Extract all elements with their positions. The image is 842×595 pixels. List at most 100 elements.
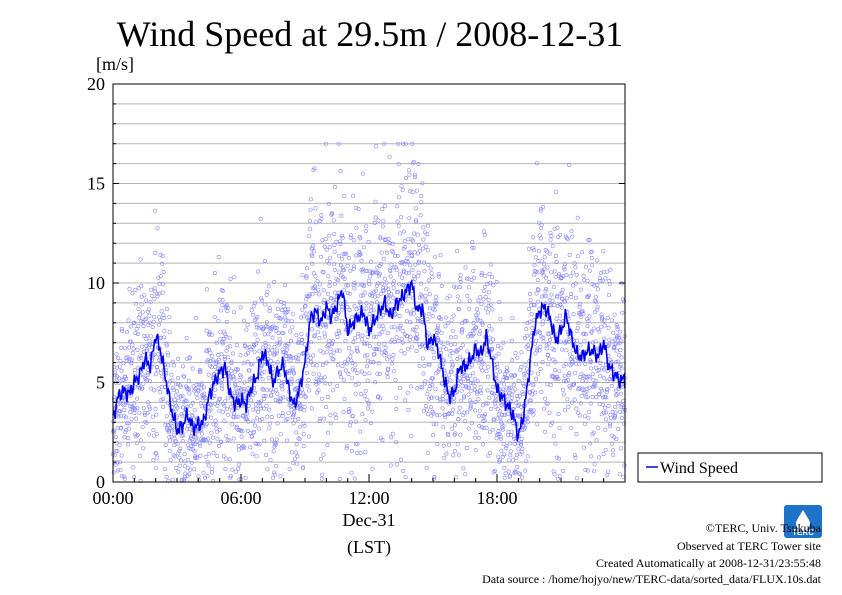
data-point — [584, 389, 589, 394]
data-point — [282, 300, 287, 305]
data-point — [481, 288, 486, 293]
data-point — [477, 408, 482, 413]
data-point — [225, 406, 230, 411]
data-point — [307, 388, 312, 393]
data-point — [254, 341, 259, 346]
data-point — [150, 414, 155, 419]
data-point — [158, 318, 163, 323]
data-point — [617, 353, 622, 358]
data-point — [319, 254, 324, 259]
data-point — [575, 325, 580, 330]
data-point — [151, 319, 156, 324]
data-point — [219, 352, 224, 357]
data-point — [468, 373, 473, 378]
data-point — [219, 380, 224, 385]
data-point — [580, 378, 585, 383]
data-point — [152, 296, 157, 301]
data-point — [188, 446, 193, 451]
data-point — [497, 369, 502, 374]
data-point — [164, 414, 169, 419]
data-point — [245, 322, 250, 327]
data-point — [404, 309, 409, 314]
data-point — [552, 367, 557, 372]
data-point — [234, 414, 239, 419]
data-point — [366, 278, 371, 283]
data-point — [286, 411, 291, 416]
data-point — [502, 475, 507, 480]
data-point — [467, 306, 472, 311]
data-point — [452, 449, 457, 454]
data-point — [287, 467, 292, 472]
data-point — [396, 223, 401, 228]
data-point — [484, 369, 489, 374]
data-point — [150, 293, 155, 298]
data-point — [570, 355, 575, 360]
data-point — [439, 317, 444, 322]
data-point — [575, 254, 580, 259]
data-point — [345, 444, 350, 449]
data-point — [549, 334, 554, 339]
data-point — [549, 234, 554, 239]
data-point — [224, 303, 229, 308]
data-point — [618, 391, 623, 396]
data-point — [415, 318, 420, 323]
data-point — [467, 298, 472, 303]
data-point — [580, 250, 585, 255]
data-point — [477, 329, 482, 334]
data-point — [319, 396, 324, 401]
data-point — [599, 312, 604, 317]
data-point — [367, 371, 372, 376]
data-point — [130, 342, 135, 347]
data-point — [426, 262, 431, 267]
data-point — [199, 381, 204, 386]
data-point — [247, 368, 252, 373]
data-point — [360, 412, 365, 417]
data-point — [416, 259, 421, 264]
data-point — [438, 347, 443, 352]
data-point — [541, 204, 546, 209]
data-point — [621, 299, 626, 304]
data-point — [471, 331, 476, 336]
data-point — [458, 276, 463, 281]
data-point — [476, 414, 481, 419]
data-point — [311, 249, 316, 254]
data-point — [574, 272, 579, 277]
data-point — [217, 397, 222, 402]
data-point — [600, 318, 605, 323]
data-point — [583, 332, 588, 337]
data-point — [235, 367, 240, 372]
data-point — [311, 271, 316, 276]
data-point — [592, 310, 597, 315]
data-point — [486, 297, 491, 302]
data-point — [587, 409, 592, 414]
data-point — [332, 249, 337, 254]
data-point — [391, 352, 396, 357]
data-point — [547, 337, 552, 342]
data-point — [130, 350, 135, 355]
data-point — [399, 303, 404, 308]
data-point — [621, 474, 626, 479]
data-point — [389, 262, 394, 267]
data-point — [186, 423, 191, 428]
data-point — [343, 338, 348, 343]
data-point — [490, 337, 495, 342]
data-point — [367, 281, 372, 286]
data-point — [354, 225, 359, 230]
data-point — [352, 476, 357, 481]
data-point — [442, 455, 447, 460]
data-point — [363, 229, 368, 234]
data-point — [497, 458, 502, 463]
data-point — [458, 273, 463, 278]
data-point — [511, 434, 516, 439]
data-point — [278, 316, 283, 321]
data-point — [320, 322, 325, 327]
data-point — [353, 253, 358, 258]
data-point — [300, 273, 305, 278]
data-point — [346, 345, 351, 350]
data-point — [192, 449, 197, 454]
data-point — [117, 364, 122, 369]
data-point — [423, 293, 428, 298]
data-point — [216, 318, 221, 323]
data-point — [369, 308, 374, 313]
data-point — [573, 265, 578, 270]
